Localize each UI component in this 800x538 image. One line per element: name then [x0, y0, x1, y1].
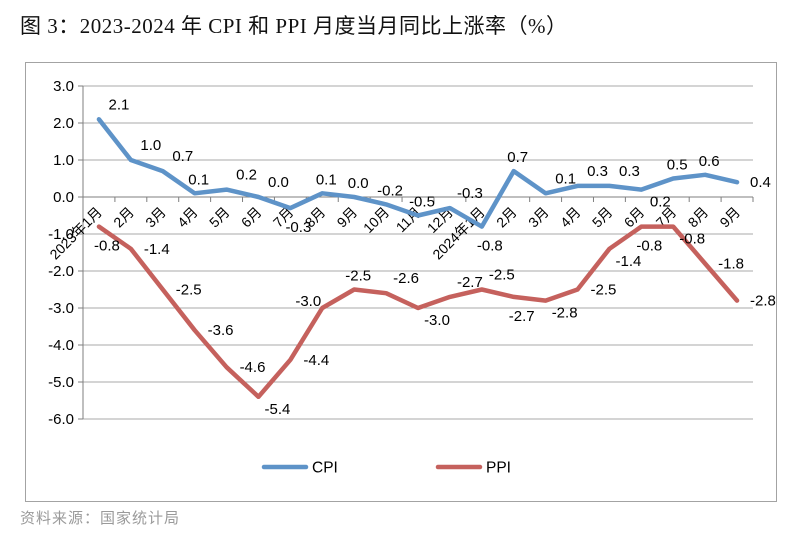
- data-label: -2.8: [552, 305, 578, 322]
- data-label: 0.7: [172, 148, 193, 165]
- x-tick-label: 4月: [557, 204, 584, 231]
- data-label: -2.6: [393, 270, 419, 287]
- y-tick-label: 2.0: [53, 115, 74, 132]
- x-tick-label: 8月: [685, 204, 712, 231]
- x-tick-label: 5月: [206, 204, 233, 231]
- data-label: 0.2: [236, 167, 257, 184]
- x-tick-label: 6月: [238, 204, 265, 231]
- data-label: 0.7: [507, 149, 528, 166]
- y-tick-label: -3.0: [48, 300, 74, 317]
- x-tick-label: 2月: [110, 204, 137, 231]
- data-label: -0.8: [679, 231, 705, 248]
- source-note: 资料来源：国家统计局: [20, 511, 181, 527]
- ppi-line: [96, 224, 740, 400]
- x-tick-label: 3月: [525, 204, 552, 231]
- figure-title: 图 3：2023-2024 年 CPI 和 PPI 月度当月同比上涨率（%）: [20, 14, 568, 38]
- y-tick-label: -5.0: [48, 374, 74, 391]
- data-label: -4.6: [240, 359, 266, 376]
- data-label: -2.5: [489, 267, 515, 284]
- data-label: 0.1: [188, 171, 209, 188]
- data-label: 0.0: [268, 174, 289, 191]
- x-tick-label: 2月: [493, 204, 520, 231]
- data-label: -3.6: [208, 322, 234, 339]
- data-label: 0.5: [667, 157, 688, 174]
- x-tick-label: 9月: [716, 204, 743, 231]
- data-label: 1.0: [140, 137, 161, 154]
- y-tick-label: 3.0: [53, 78, 74, 95]
- y-tick-label: -4.0: [48, 337, 74, 354]
- data-label: -1.4: [144, 241, 170, 258]
- legend-cpi-label: CPI: [312, 460, 338, 477]
- x-tick-label: 4月: [174, 204, 201, 231]
- y-tick-label: -1.0: [48, 226, 74, 243]
- data-label: 0.1: [316, 171, 337, 188]
- y-tick-label: 1.0: [53, 152, 74, 169]
- data-label: -0.2: [377, 182, 403, 199]
- chart-frame: 3.0 2.0 1.0 0.0 -1.0 -2.0 -3.0 -4.0 -5.0 -6.0 2023…: [25, 62, 777, 502]
- legend-ppi-label: PPI: [486, 460, 511, 477]
- data-label: -3.0: [295, 293, 321, 310]
- x-tick-label: 5月: [589, 204, 616, 231]
- data-label: -2.8: [750, 293, 776, 310]
- y-tick-label: -6.0: [48, 411, 74, 428]
- x-tick-label: 3月: [142, 204, 169, 231]
- data-label: 0.0: [348, 175, 369, 192]
- data-label: 0.3: [619, 163, 640, 180]
- plot-svg: 3.02.01.00.0-1.0-2.0-3.0-4.0-5.0-6.02023…: [46, 78, 776, 477]
- data-label: -2.5: [345, 268, 371, 285]
- data-label: -2.7: [509, 308, 535, 325]
- data-label: -1.8: [718, 256, 744, 273]
- data-label: -1.4: [615, 253, 641, 270]
- data-label: -4.4: [303, 352, 329, 369]
- data-label: -0.5: [409, 194, 435, 211]
- data-label: -0.3: [457, 185, 483, 202]
- data-label: 2.1: [109, 96, 130, 113]
- data-label: 0.2: [650, 194, 671, 211]
- data-label: -0.8: [94, 238, 120, 255]
- data-label: -3.0: [424, 312, 450, 329]
- data-label: -5.4: [265, 401, 291, 418]
- x-tick-label: 10月: [360, 204, 392, 236]
- y-tick-label: -2.0: [48, 263, 74, 280]
- data-label: -2.7: [457, 274, 483, 291]
- data-label: 0.1: [555, 170, 576, 187]
- data-label: -0.8: [477, 238, 503, 255]
- x-tick-label: 9月: [334, 204, 361, 231]
- y-tick-label: 0.0: [53, 189, 74, 206]
- data-label: 0.6: [699, 153, 720, 170]
- data-label: 0.3: [587, 163, 608, 180]
- data-label: 0.4: [750, 174, 771, 191]
- data-label: -2.5: [176, 282, 202, 299]
- cpi-line: [96, 117, 740, 229]
- data-label: -2.5: [591, 282, 617, 299]
- data-label: -0.3: [285, 219, 311, 236]
- data-label: -0.8: [636, 238, 662, 255]
